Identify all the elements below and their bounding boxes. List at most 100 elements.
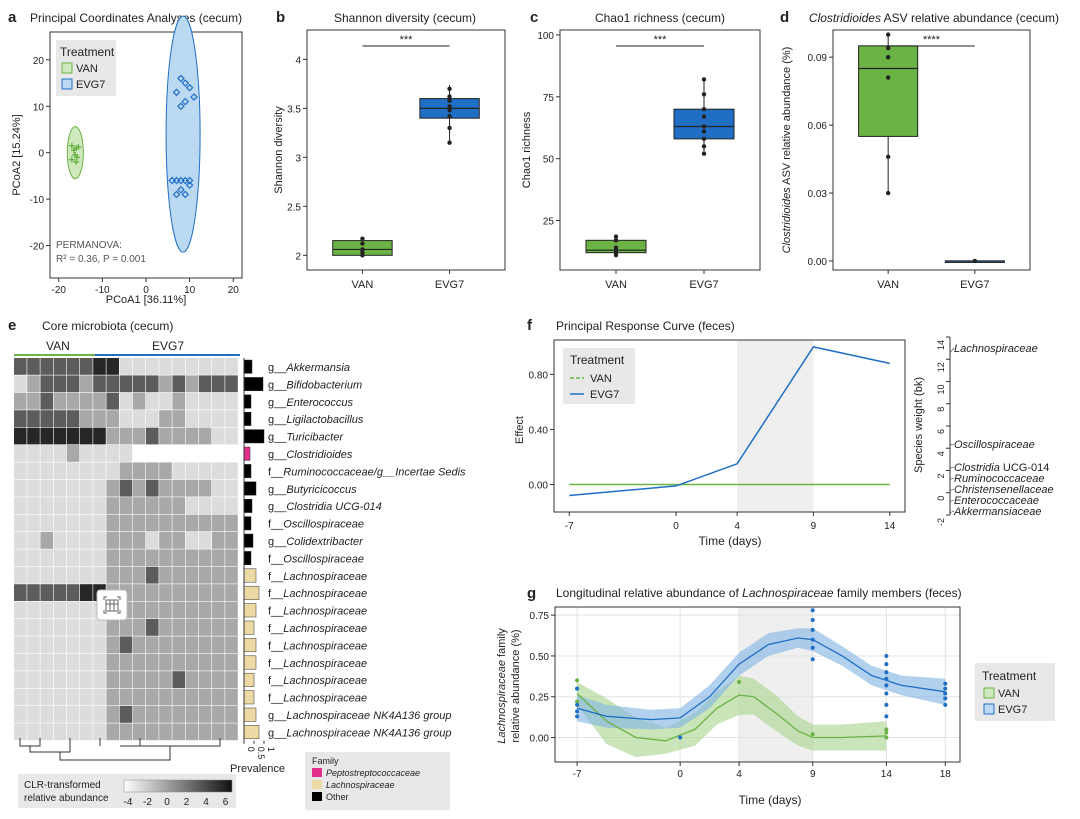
x-tick-label: -10 xyxy=(95,285,110,296)
heatmap-cell xyxy=(212,566,225,584)
heatmap-cell xyxy=(159,601,172,619)
heatmap-cell xyxy=(119,688,133,706)
heatmap-cell xyxy=(53,549,67,567)
heatmap-cell xyxy=(53,671,67,688)
prc-line-evg7 xyxy=(569,346,890,497)
species-connector xyxy=(949,347,955,353)
family-legend-key xyxy=(312,768,322,777)
heatmap-cell xyxy=(80,723,93,741)
data-point xyxy=(885,154,891,159)
heatmap-cell xyxy=(132,410,146,427)
heatmap-cell xyxy=(225,584,238,601)
heatmap-cell xyxy=(27,584,40,601)
heatmap-cell xyxy=(40,375,53,393)
legend-van-key xyxy=(61,62,73,74)
heatmap-cell xyxy=(132,584,146,601)
heatmap-cell xyxy=(119,636,133,654)
ci-band-evg7 xyxy=(577,628,946,730)
row-label: f__Lachnospiraceae xyxy=(268,675,367,687)
heatmap-cell xyxy=(159,392,172,410)
heatmap-cell xyxy=(172,427,185,445)
prevalence-bar xyxy=(243,516,252,531)
prevalence-bar xyxy=(243,411,252,426)
heatmap-cell xyxy=(146,514,159,532)
heatmap-cell xyxy=(132,427,146,445)
prevalence-bar xyxy=(243,377,264,392)
heatmap-cell xyxy=(40,532,53,549)
y-axis-label: Chao1 richness xyxy=(521,111,533,188)
heatmap-cell xyxy=(146,723,159,741)
data-point xyxy=(447,114,452,119)
heatmap-cell xyxy=(106,427,119,445)
heatmap-cell xyxy=(159,688,172,706)
legend-title: Treatment xyxy=(60,45,115,59)
heatmap-cell xyxy=(80,706,93,723)
species-tick-label: 4 xyxy=(936,451,946,456)
x-tick-label: 4 xyxy=(736,769,742,780)
heatmap-cell xyxy=(225,549,238,567)
heatmap-cell xyxy=(93,479,106,497)
data-point xyxy=(613,245,619,250)
species-tick-label: 8 xyxy=(936,407,946,412)
evg7-point xyxy=(181,79,190,87)
heatmap-cell xyxy=(225,601,238,619)
prc-legend-van-label: VAN xyxy=(590,373,612,385)
heatmap-cell xyxy=(225,445,238,462)
heatmap-cell xyxy=(106,723,119,741)
heatmap-cell xyxy=(80,671,93,688)
species-axis-label: Species weight (bk) xyxy=(913,377,925,473)
heatmap-title: Core microbiota (cecum) xyxy=(42,319,173,333)
x-tick-label: 9 xyxy=(810,769,816,780)
heatmap-cell xyxy=(80,636,93,654)
heatmap-cell xyxy=(80,653,93,671)
heatmap-cell xyxy=(27,532,40,549)
heatmap-cell xyxy=(93,462,106,480)
heatmap-cell xyxy=(80,375,93,393)
heatmap-cell xyxy=(146,445,159,462)
heatmap-cell xyxy=(80,601,93,619)
data-point xyxy=(701,151,707,156)
heatmap-cell xyxy=(172,358,185,375)
heatmap-cell xyxy=(185,671,199,688)
row-label: f__Oscillospiraceae xyxy=(268,519,364,531)
heatmap-cell xyxy=(185,358,199,375)
data-point xyxy=(884,676,889,681)
heatmap-cell xyxy=(80,584,93,601)
heatmap-cell xyxy=(225,619,238,636)
heatmap-cell xyxy=(119,514,133,532)
heatmap-cell xyxy=(198,706,212,723)
heatmap-cell xyxy=(53,479,67,497)
heatmap-cell xyxy=(93,723,106,741)
heatmap-cell xyxy=(53,410,67,427)
evg7-point xyxy=(181,97,190,106)
heatmap-cell xyxy=(212,653,225,671)
heatmap-cell xyxy=(80,445,93,462)
heatmap-cell xyxy=(212,619,225,636)
data-point xyxy=(447,94,452,99)
heatmap-cell xyxy=(119,566,133,584)
y-tick-label: 20 xyxy=(33,56,45,67)
heatmap-cell xyxy=(172,671,185,688)
long-legend-title: Treatment xyxy=(982,669,1037,683)
long-title: Longitudinal relative abundance of Lachn… xyxy=(556,586,962,600)
data-point xyxy=(943,691,948,696)
species-connector xyxy=(949,510,955,514)
data-point xyxy=(737,680,742,685)
heatmap-cell xyxy=(225,497,238,514)
heatmap-cell xyxy=(93,706,106,723)
heatmap-cell xyxy=(185,462,199,480)
heatmap-cell xyxy=(185,566,199,584)
panel-letter: c xyxy=(530,9,538,26)
y-tick-label: 0.03 xyxy=(808,189,828,200)
heatmap-cell xyxy=(159,549,172,567)
heatmap-cell xyxy=(132,723,146,741)
heatmap-cell xyxy=(106,653,119,671)
box-van xyxy=(858,45,919,137)
heatmap-cell xyxy=(212,410,225,427)
data-point xyxy=(360,247,365,252)
heatmap-cell xyxy=(198,584,212,601)
x-tick-label: 10 xyxy=(184,285,196,296)
row-label: g__Ligilactobacillus xyxy=(268,414,364,426)
heatmap-cell xyxy=(53,392,67,410)
